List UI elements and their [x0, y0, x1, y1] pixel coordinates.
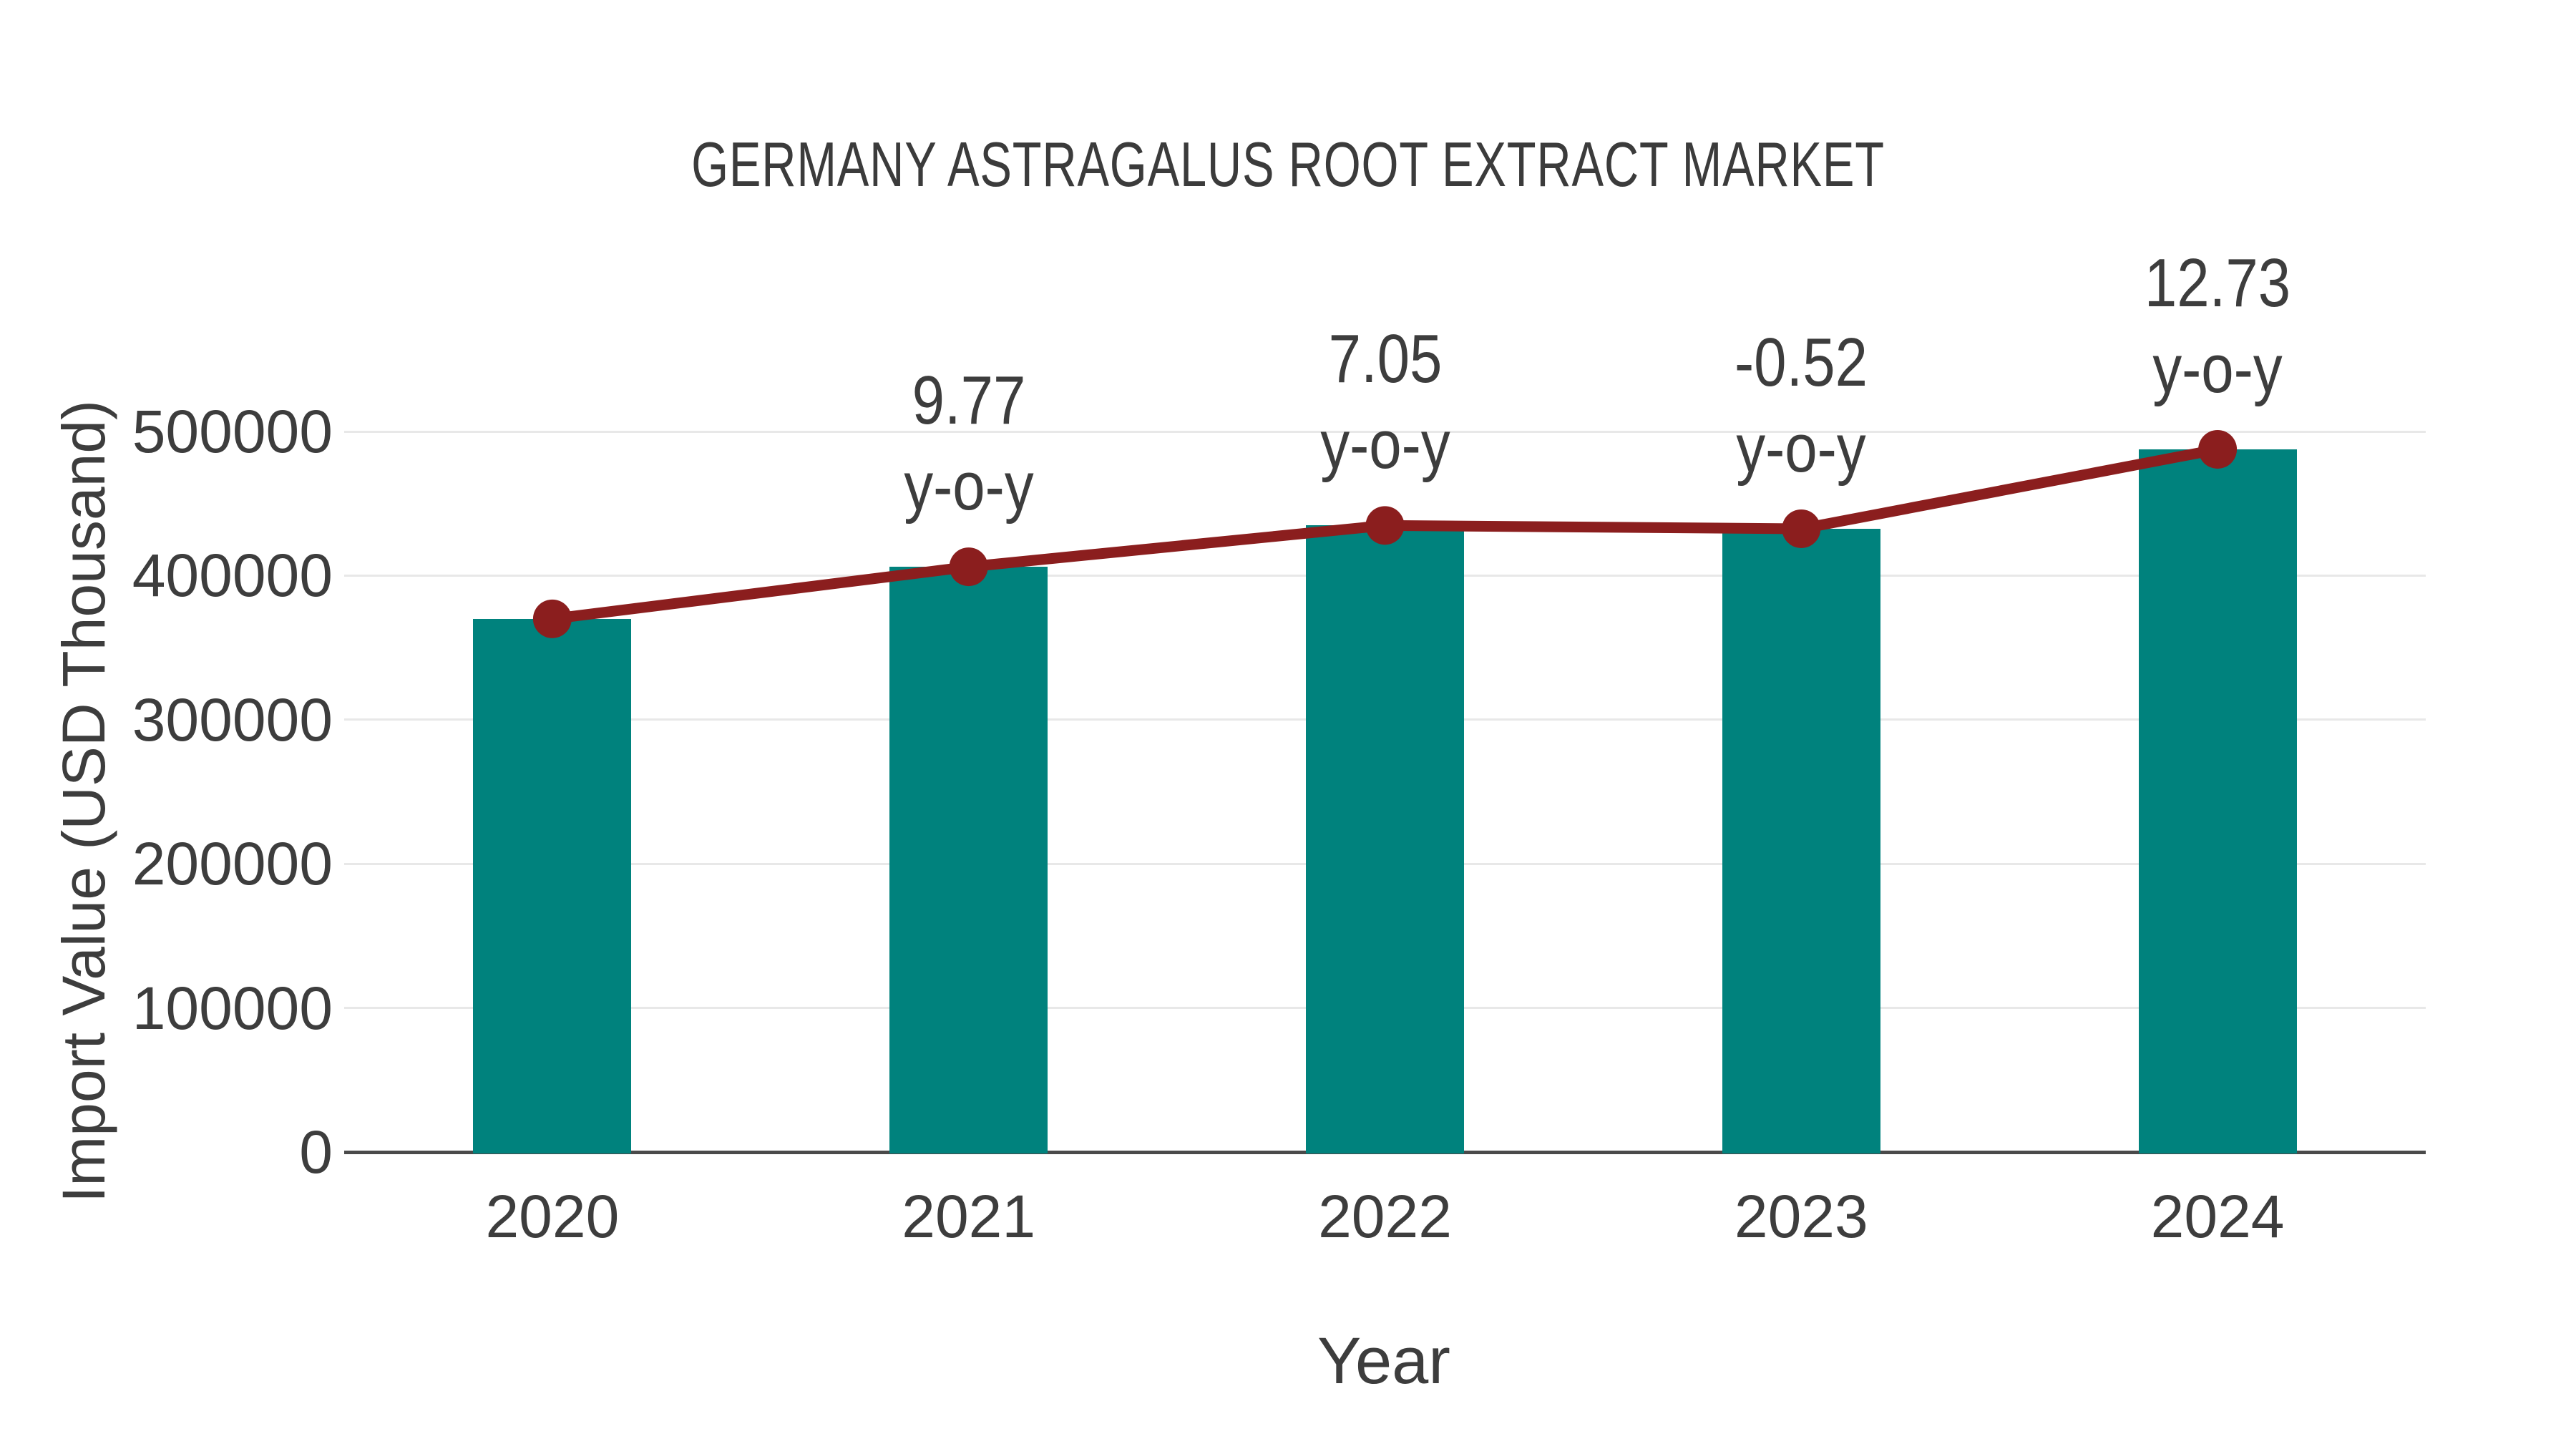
- yoy-suffix-label: y-o-y: [1736, 409, 1866, 487]
- yoy-value-label: 7.05: [1328, 321, 1442, 398]
- y-tick-label: 400000: [132, 542, 333, 610]
- yoy-value-label: 12.73: [2144, 244, 2291, 321]
- y-tick-label: 200000: [132, 830, 333, 898]
- y-tick-label: 100000: [132, 974, 333, 1042]
- x-tick-label: 2024: [2150, 1183, 2285, 1250]
- y-tick-label: 300000: [132, 686, 333, 753]
- chart-title: GERMANY ASTRAGALUS ROOT EXTRACT MARKET: [691, 129, 1885, 200]
- x-tick-label: 2020: [485, 1183, 620, 1250]
- bar: [1722, 528, 1880, 1153]
- bar: [889, 567, 1048, 1153]
- yoy-suffix-label: y-o-y: [1319, 406, 1450, 484]
- x-tick-label: 2021: [902, 1183, 1036, 1250]
- data-point-marker: [1365, 506, 1405, 545]
- x-tick-label: 2022: [1318, 1183, 1452, 1250]
- data-point-marker: [532, 599, 572, 638]
- bar: [2138, 449, 2297, 1153]
- yoy-suffix-label: y-o-y: [2152, 330, 2283, 407]
- yoy-value-label: -0.52: [1735, 323, 1868, 401]
- yoy-value-label: 9.77: [912, 362, 1026, 439]
- yoy-suffix-label: y-o-y: [904, 448, 1034, 525]
- x-axis-title: Year: [1317, 1324, 1450, 1397]
- x-tick-label: 2023: [1734, 1183, 1868, 1250]
- bar: [1306, 525, 1464, 1153]
- data-point-marker: [1782, 509, 1821, 548]
- data-point-marker: [949, 547, 988, 587]
- data-point-marker: [2198, 429, 2238, 469]
- y-tick-label: 500000: [132, 398, 333, 465]
- bar: [473, 618, 632, 1153]
- gridline: [344, 430, 2426, 433]
- y-tick-label: 0: [299, 1118, 333, 1186]
